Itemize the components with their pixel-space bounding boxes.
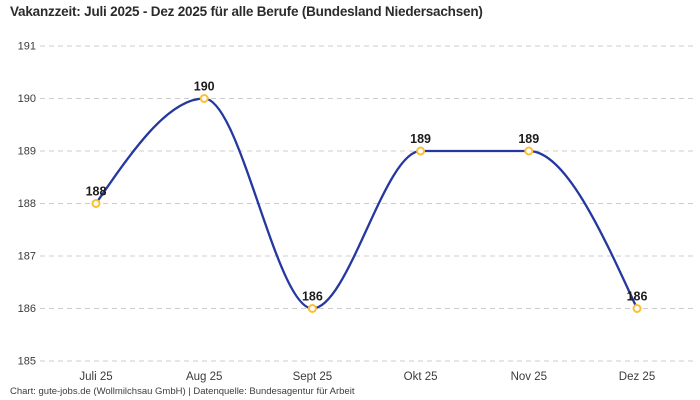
y-tick-label: 187 [18, 251, 36, 263]
x-tick-label: Aug 25 [186, 371, 222, 383]
data-point-marker [632, 304, 642, 313]
data-point-marker [91, 199, 101, 208]
data-point-marker [416, 146, 426, 156]
data-point-marker [307, 304, 317, 313]
x-tick-label: Okt 25 [404, 371, 438, 383]
x-tick-label: Nov 25 [511, 371, 547, 383]
x-tick-label: Sept 25 [293, 371, 333, 383]
y-tick-label: 189 [18, 146, 36, 158]
chart-footer-attribution: Chart: gute-jobs.de (Wollmilchsau GmbH) … [10, 386, 355, 397]
y-tick-label: 186 [18, 303, 36, 315]
data-point-marker [524, 146, 534, 156]
data-point-label: 189 [518, 132, 539, 146]
x-tick-label: Dez 25 [619, 371, 655, 383]
chart-title: Vakanzzeit: Juli 2025 - Dez 2025 für all… [10, 4, 483, 19]
data-point-label: 186 [627, 290, 648, 304]
data-point-label: 186 [302, 290, 323, 304]
data-point-label: 188 [86, 185, 107, 199]
y-tick-label: 188 [18, 198, 36, 210]
data-point-marker [199, 94, 209, 103]
y-tick-label: 191 [18, 41, 36, 53]
data-point-label: 189 [410, 132, 431, 146]
y-tick-label: 185 [18, 356, 36, 368]
x-tick-label: Juli 25 [79, 371, 112, 383]
y-tick-label: 190 [18, 93, 36, 105]
data-point-label: 190 [194, 80, 215, 94]
